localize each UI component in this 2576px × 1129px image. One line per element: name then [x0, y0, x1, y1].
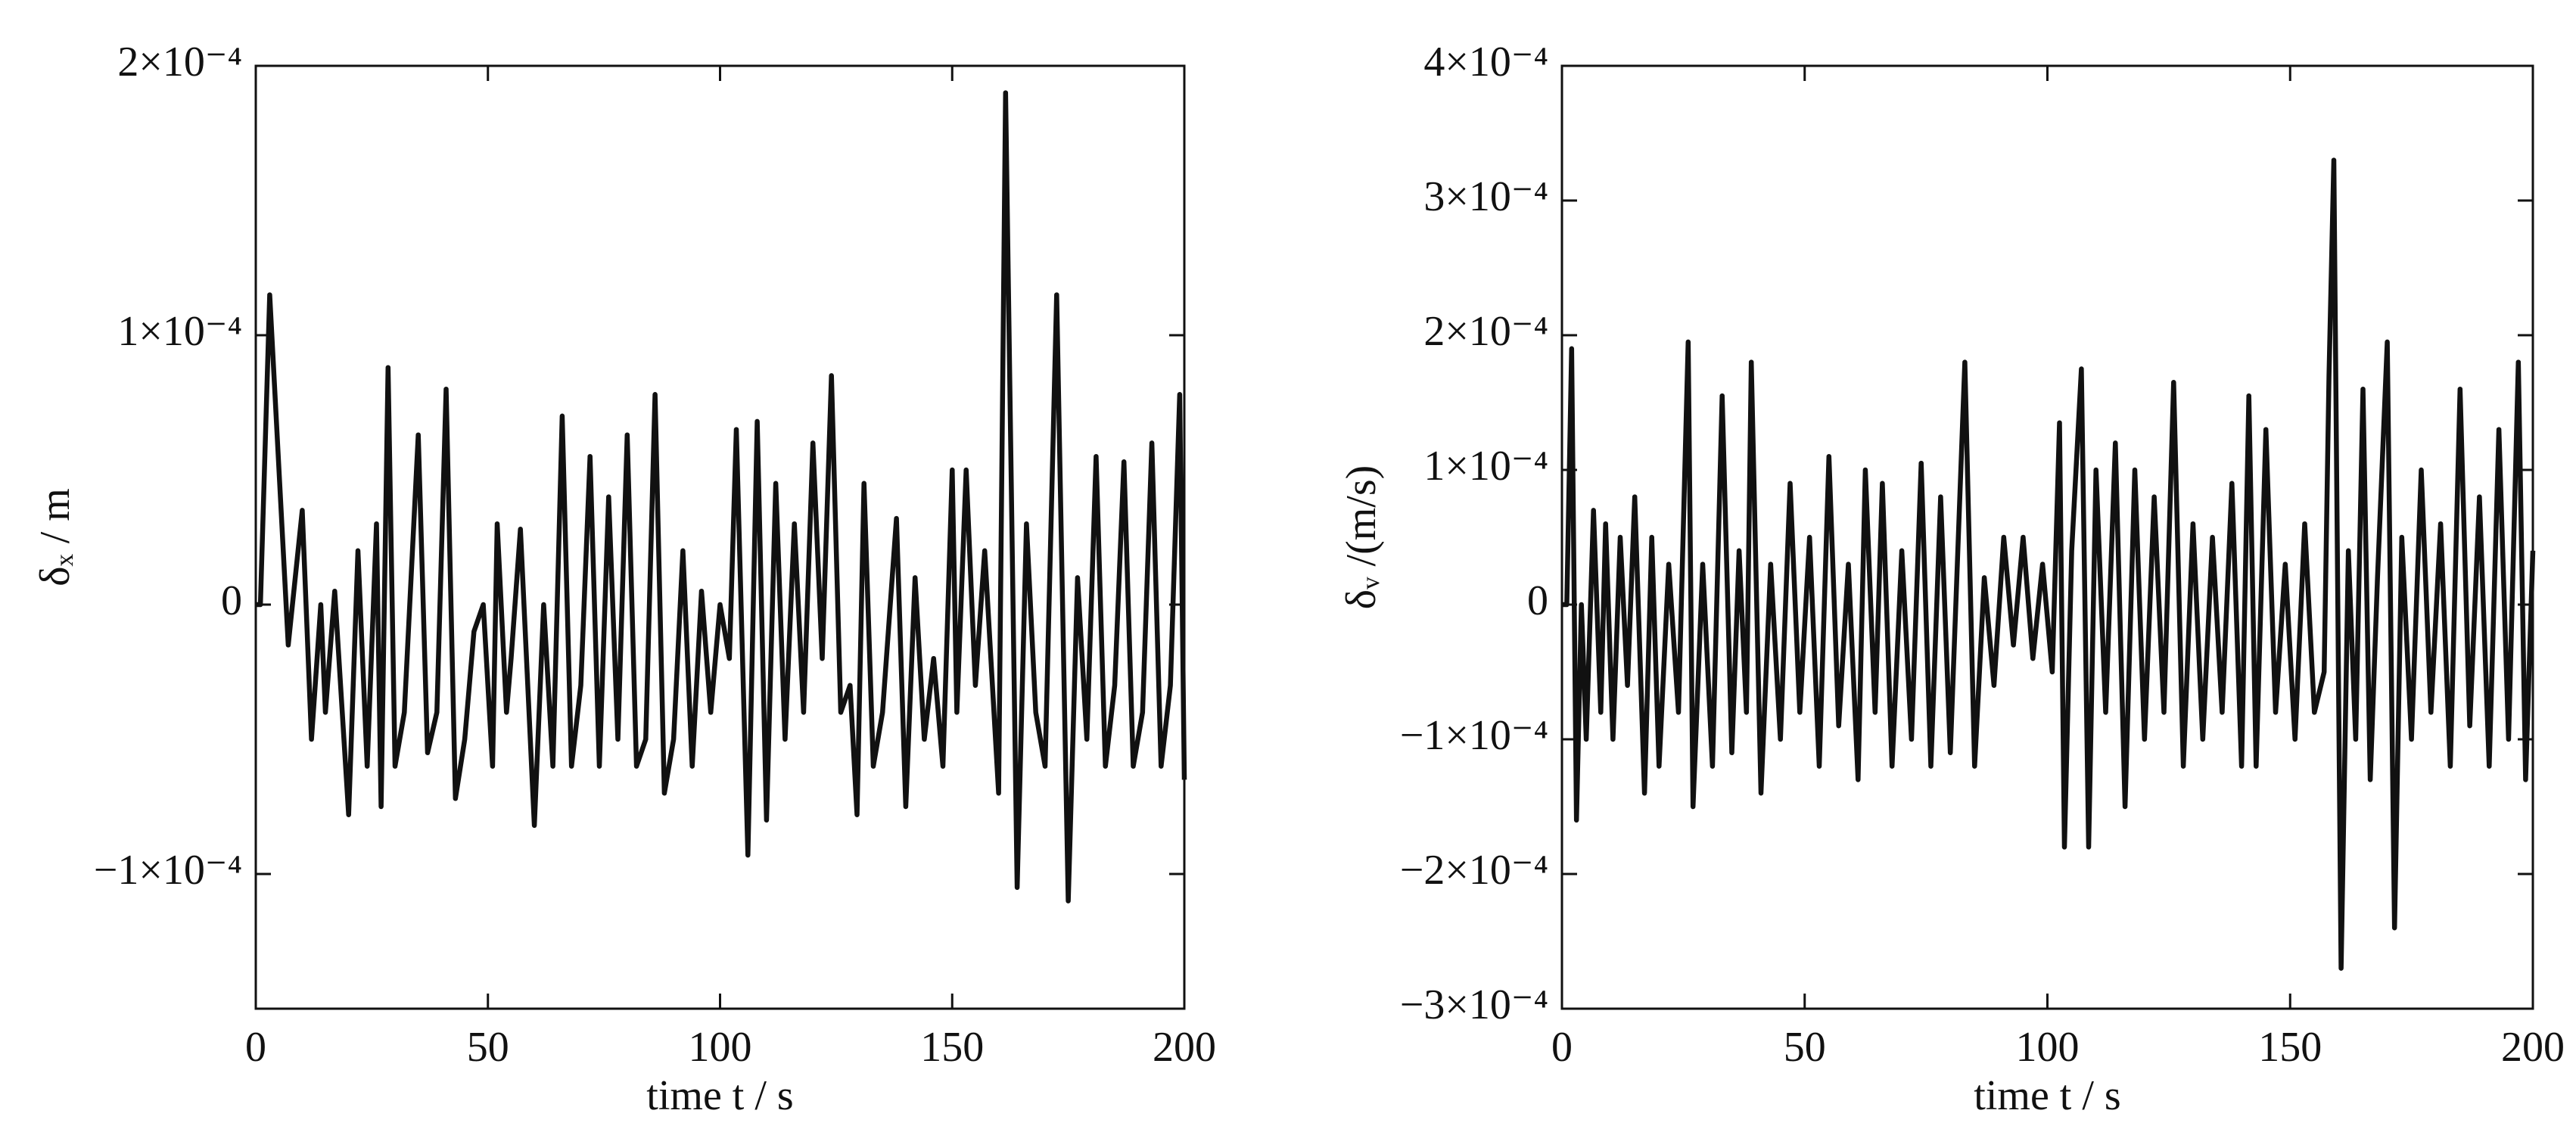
data-line	[256, 90, 1187, 904]
x-tick-label: 50	[467, 1024, 509, 1071]
y-axis-label: δᵥ /(m/s)	[1338, 465, 1385, 610]
y-tick-label: 0	[221, 577, 242, 624]
y-tick-label: −3×10⁻⁴	[1400, 981, 1548, 1028]
plot-area	[254, 64, 1186, 1010]
y-tick-label: 1×10⁻⁴	[1423, 443, 1548, 490]
y-tick-label: −1×10⁻⁴	[1400, 712, 1548, 759]
y-tick-label: 0	[1527, 577, 1548, 624]
y-tick-label: −1×10⁻⁴	[94, 847, 242, 894]
data-line	[1562, 157, 2536, 971]
x-axis-label: time t / s	[1974, 1072, 2120, 1119]
x-tick-label: 100	[689, 1024, 752, 1071]
x-tick-label: 0	[1551, 1024, 1573, 1071]
y-tick-label: 2×10⁻⁴	[1423, 308, 1548, 355]
x-tick-label: 200	[2501, 1024, 2565, 1071]
x-tick-label: 200	[1153, 1024, 1216, 1071]
x-tick-label: 100	[2016, 1024, 2080, 1071]
x-tick-label: 50	[1784, 1024, 1826, 1071]
x-axis-label: time t / s	[646, 1072, 793, 1119]
y-tick-label: −2×10⁻⁴	[1400, 847, 1548, 894]
x-tick-label: 0	[245, 1024, 266, 1071]
y-tick-label: 3×10⁻⁴	[1423, 173, 1548, 220]
y-tick-label: 1×10⁻⁴	[117, 308, 242, 355]
x-tick-label: 150	[920, 1024, 984, 1071]
y-tick-label: 4×10⁻⁴	[1423, 39, 1548, 86]
y-axis-label: δₓ / m	[32, 488, 79, 586]
y-tick-label: 2×10⁻⁴	[117, 39, 242, 86]
x-tick-label: 150	[2258, 1024, 2322, 1071]
